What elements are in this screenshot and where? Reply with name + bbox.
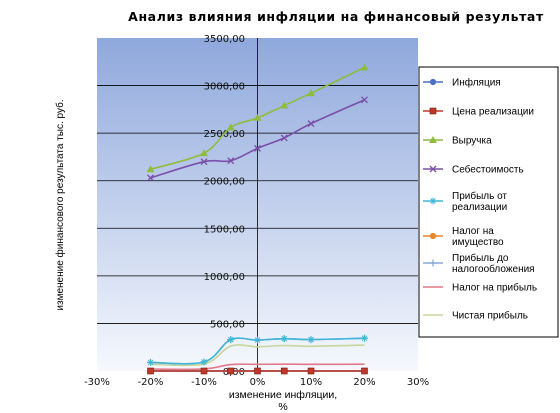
y-axis-label: изменение финансового результата тыс. ру… bbox=[54, 99, 66, 310]
data-point bbox=[227, 336, 235, 344]
legend-label: Налог на bbox=[452, 226, 494, 237]
legend-item-3: Себестоимость bbox=[423, 164, 524, 176]
x-tick-labels: -30% -20% -10% 0% 10% 20% 30% bbox=[84, 377, 429, 388]
legend-marker bbox=[429, 136, 437, 143]
x-axis-label-line1: изменение инфляции, bbox=[229, 389, 337, 401]
data-point bbox=[200, 158, 208, 166]
x-tick-label: -20% bbox=[138, 377, 164, 388]
data-point bbox=[280, 101, 289, 109]
data-point bbox=[307, 89, 315, 97]
legend-marker bbox=[429, 197, 437, 205]
data-point bbox=[307, 336, 315, 344]
legend-marker bbox=[429, 232, 437, 240]
data-point bbox=[360, 63, 369, 71]
data-point bbox=[280, 335, 288, 343]
data-point bbox=[200, 358, 208, 366]
legend-marker bbox=[429, 107, 437, 115]
legend-label: имущество bbox=[452, 237, 504, 248]
legend-label: Налог на прибыль bbox=[452, 282, 537, 294]
x-axis-label-line2: % bbox=[278, 401, 287, 413]
x-tick-label: -10% bbox=[191, 377, 217, 388]
chart-title: Анализ влияния инфляции на финансовый ре… bbox=[128, 9, 544, 24]
grid-lines bbox=[97, 38, 418, 371]
data-point bbox=[253, 113, 262, 121]
legend-label: Выручка bbox=[452, 136, 492, 147]
legend-box bbox=[418, 66, 559, 338]
x-tick-label: -30% bbox=[84, 377, 110, 388]
legend-item-1: Цена реализации bbox=[423, 107, 534, 118]
data-point bbox=[307, 120, 315, 128]
legend-item-0: Инфляция bbox=[423, 77, 501, 89]
legend-label: Чистая прибыль bbox=[452, 310, 528, 322]
data-point bbox=[254, 367, 261, 375]
y-tick-label: 500,00 bbox=[210, 319, 245, 330]
data-point bbox=[361, 96, 368, 104]
data-point bbox=[147, 367, 154, 375]
data-point bbox=[226, 123, 235, 131]
data-point bbox=[361, 367, 368, 375]
x-tick-label: 30% bbox=[407, 377, 429, 388]
series-1 bbox=[147, 367, 368, 375]
series-3 bbox=[147, 96, 368, 182]
legend-label: реализации bbox=[452, 202, 507, 213]
data-point bbox=[280, 367, 288, 375]
data-point bbox=[227, 367, 235, 375]
data-point bbox=[254, 144, 261, 152]
legend-label: Прибыль до bbox=[452, 252, 509, 264]
legend-item-2: Выручка bbox=[423, 136, 492, 147]
y-tick-label: 2000,00 bbox=[204, 177, 245, 188]
legend-label: Цена реализации bbox=[452, 107, 534, 118]
data-point bbox=[361, 334, 368, 342]
legend-label: Инфляция bbox=[452, 77, 501, 89]
data-point bbox=[147, 358, 154, 366]
data-point bbox=[254, 336, 261, 344]
data-point bbox=[200, 149, 208, 157]
data-point bbox=[307, 367, 315, 375]
legend-item-7: Налог на прибыль bbox=[423, 282, 537, 294]
y-tick-label: 3500,00 bbox=[204, 34, 245, 45]
legend-label: Себестоимость bbox=[452, 164, 524, 176]
y-tick-label: 3000,00 bbox=[204, 82, 245, 93]
data-point bbox=[227, 157, 235, 165]
legend-label: налогообложения bbox=[452, 263, 535, 275]
y-tick-label: 1500,00 bbox=[204, 224, 245, 235]
legend-marker bbox=[429, 165, 437, 173]
series-lines bbox=[146, 63, 369, 375]
series-4 bbox=[147, 334, 368, 366]
series-2 bbox=[146, 63, 369, 173]
legend-label: Прибыль от bbox=[452, 190, 507, 202]
data-point bbox=[280, 134, 288, 142]
x-tick-label: 10% bbox=[300, 377, 322, 388]
data-point bbox=[200, 367, 208, 375]
legend: Инфляция Цена реализации Выручка Себестоимо… bbox=[423, 77, 537, 322]
y-tick-label: 1000,00 bbox=[204, 272, 245, 283]
data-point bbox=[147, 174, 154, 182]
legend-marker bbox=[429, 78, 437, 86]
legend-item-8: Чистая прибыль bbox=[423, 310, 528, 322]
data-point bbox=[146, 165, 155, 173]
x-tick-label: 20% bbox=[353, 377, 375, 388]
x-tick-label: 0% bbox=[250, 377, 266, 388]
legend-marker bbox=[429, 259, 437, 267]
